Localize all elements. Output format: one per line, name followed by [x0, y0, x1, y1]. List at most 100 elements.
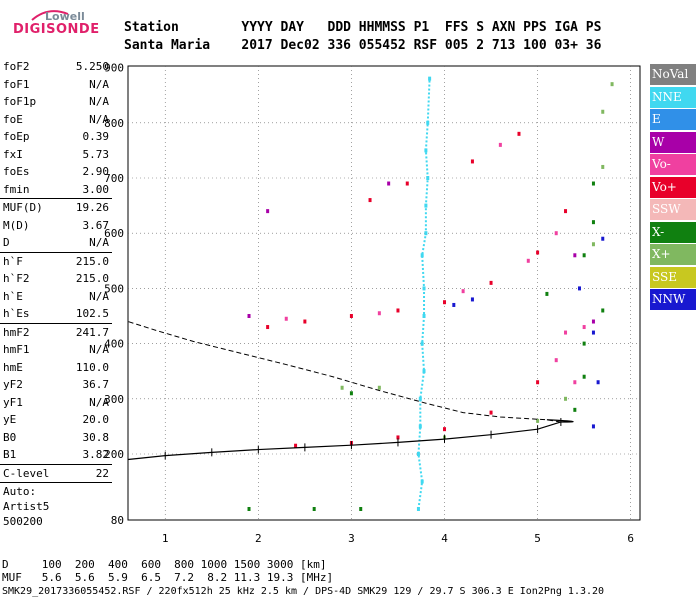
- param-value: 19.26: [75, 201, 109, 214]
- param-row: hmE 110.0: [0, 359, 112, 377]
- param-key: yE: [3, 413, 17, 426]
- param-value: N/A: [89, 289, 109, 303]
- data-point: [266, 325, 270, 330]
- param-row: foE N/A: [0, 111, 112, 129]
- param-value: N/A: [89, 95, 109, 108]
- param-value: N/A: [89, 395, 109, 409]
- param-value: 110.0: [75, 360, 109, 374]
- nne-trace: [417, 78, 431, 510]
- x-tick-label: 3: [348, 532, 355, 545]
- data-point: [601, 308, 605, 313]
- digisonde-logo: Lowell DIGISONDE: [8, 10, 118, 46]
- data-point: [591, 319, 595, 324]
- param-value: N/A: [89, 112, 109, 126]
- param-key: MUF(D): [3, 201, 43, 214]
- y-tick-label: 900: [104, 62, 124, 75]
- param-row: foF1 N/A: [0, 76, 112, 94]
- param-row: fxI 5.73: [0, 146, 112, 164]
- param-key: B1: [3, 448, 17, 461]
- param-row: h`E N/A: [0, 288, 112, 306]
- data-point: [349, 391, 353, 396]
- x-tick-label: 2: [255, 532, 262, 545]
- data-point: [396, 308, 400, 313]
- param-row: M(D) 3.67: [0, 217, 112, 235]
- param-key: foF1: [3, 77, 30, 91]
- data-point: [368, 198, 372, 203]
- data-point: [536, 250, 540, 255]
- data-point: [554, 358, 558, 363]
- param-separator: [0, 482, 112, 483]
- header-labels: Station YYYY DAY DDD HHMMSS P1 FFS S AXN…: [124, 20, 602, 35]
- param-value: N/A: [89, 236, 109, 249]
- data-point: [405, 181, 409, 186]
- param-value: 3.82: [82, 448, 110, 461]
- data-point: [266, 209, 270, 214]
- data-point: [303, 319, 307, 324]
- data-point: [564, 396, 568, 401]
- data-point: [564, 209, 568, 214]
- legend-item: Vo-: [650, 154, 696, 175]
- legend-item: SSE: [650, 266, 696, 288]
- y-tick-label: 700: [104, 172, 124, 185]
- param-row: yF1 N/A: [0, 394, 112, 412]
- data-point: [387, 181, 391, 186]
- param-row: C-level 22: [0, 465, 112, 483]
- data-point: [601, 164, 605, 169]
- param-value: 36.7: [82, 378, 110, 391]
- profile-tail: [127, 321, 561, 423]
- data-point: [420, 341, 424, 346]
- data-point: [377, 311, 381, 316]
- data-point: [396, 435, 400, 440]
- data-point: [426, 120, 430, 125]
- legend-item: X-: [650, 221, 696, 243]
- data-point: [536, 418, 540, 423]
- param-value: 215.0: [75, 254, 109, 268]
- data-point: [591, 242, 595, 247]
- legend-item: E: [650, 109, 696, 130]
- data-point: [564, 330, 568, 335]
- x-tick-label: 6: [627, 532, 634, 545]
- data-point: [416, 452, 420, 456]
- data-point: [443, 300, 447, 305]
- param-key: foF1p: [3, 95, 37, 108]
- param-row: h`F 215.0: [0, 253, 112, 271]
- param-row: B1 3.82: [0, 446, 112, 464]
- data-point: [591, 220, 595, 225]
- param-separator: [0, 198, 112, 199]
- data-point: [591, 424, 595, 429]
- legend-item: NNE: [650, 86, 696, 108]
- y-tick-label: 300: [104, 393, 124, 406]
- param-value: 5.250: [75, 60, 109, 73]
- y-tick-label: 800: [104, 117, 124, 130]
- data-point: [517, 131, 521, 136]
- param-value: 5.73: [82, 147, 110, 161]
- param-key: h`F2: [3, 272, 30, 285]
- param-value: 241.7: [75, 325, 109, 339]
- auto-program: Artist5: [3, 500, 50, 513]
- x-tick-label: 5: [534, 532, 541, 545]
- param-value: 3.67: [82, 218, 110, 232]
- data-point: [582, 341, 586, 346]
- y-tick-label: 400: [104, 338, 124, 351]
- logo-lowell: Lowell: [45, 10, 85, 23]
- param-value: 3.00: [82, 182, 110, 196]
- legend-item: W: [650, 131, 696, 153]
- data-point: [349, 314, 353, 318]
- data-point: [596, 380, 600, 385]
- param-key: h`E: [3, 289, 23, 303]
- data-point: [591, 181, 595, 186]
- x-tick-label: 4: [441, 532, 448, 545]
- param-row: yF2 36.7: [0, 376, 112, 394]
- param-key: foE: [3, 112, 23, 126]
- data-point: [418, 396, 422, 401]
- param-key: hmE: [3, 360, 23, 374]
- data-point: [573, 407, 577, 412]
- data-point: [526, 258, 530, 263]
- legend-item: NNW: [650, 289, 696, 310]
- param-row: B0 30.8: [0, 429, 112, 447]
- footer-file-info: SMK29_2017336055452.RSF / 220fx512h 25 k…: [2, 586, 605, 597]
- param-separator: [0, 322, 112, 324]
- param-key: C-level: [3, 466, 50, 480]
- param-value: 22: [95, 466, 109, 480]
